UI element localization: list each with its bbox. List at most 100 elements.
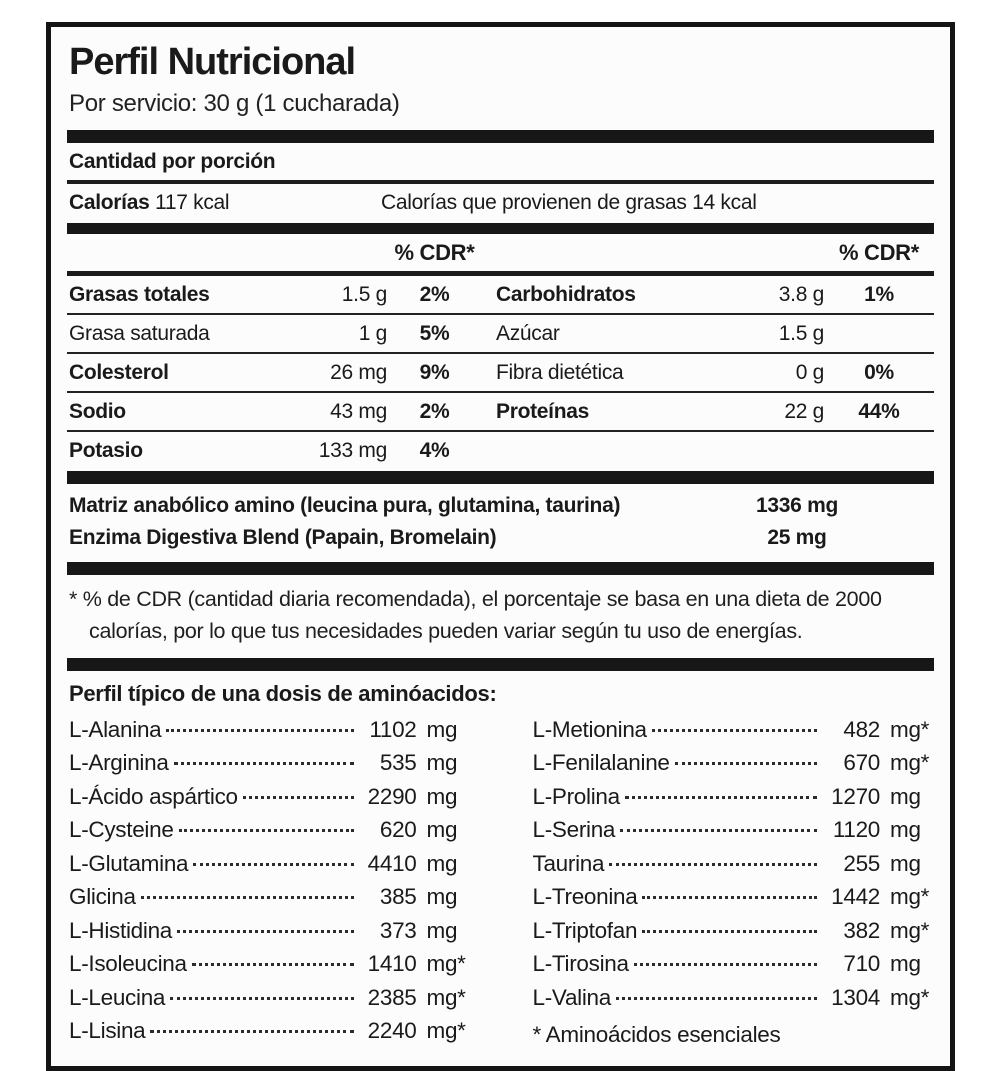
amino-name: L-Treonina xyxy=(532,884,638,909)
amino-name: Taurina xyxy=(532,850,605,876)
list-item: L-Treonina 1442 mg* xyxy=(533,884,933,918)
list-item: L-Arginina 535 mg xyxy=(69,750,469,784)
nutrient-pct: 2% xyxy=(419,400,450,423)
nutrient-cell-group: Colesterol 26 mg 9% xyxy=(67,361,482,385)
amino-value: 1102 xyxy=(369,716,417,742)
amino-value: 1410 xyxy=(367,951,417,976)
list-item: L-Leucina 2385 mg* xyxy=(69,985,469,1019)
amino-value: 1442 xyxy=(831,884,880,909)
list-item: L-Valina 1304 mg* xyxy=(533,985,933,1019)
nutrient-amount: 1.5 g xyxy=(341,283,388,306)
amino-name: L-Cysteine xyxy=(69,817,174,842)
amino-value: 2385 xyxy=(367,984,417,1010)
nutrient-cell-group: Sodio 43 mg 2% xyxy=(67,400,482,424)
list-item: L-Isoleucina 1410 mg* xyxy=(69,951,469,985)
dotted-leader xyxy=(651,728,817,732)
nutrient-cell-group: Proteínas 22 g 44% xyxy=(494,400,934,424)
amino-value: 670 xyxy=(843,750,880,775)
blend-value: 25 mg xyxy=(767,526,827,549)
dotted-leader xyxy=(609,862,817,866)
amino-unit: mg xyxy=(426,850,458,876)
amino-name: L-Lisina xyxy=(69,1018,146,1043)
amino-name: L-Valina xyxy=(532,984,612,1010)
amino-unit: mg xyxy=(890,951,921,976)
dotted-leader xyxy=(642,896,817,899)
nutrient-cell-group: Potasio 133 mg 4% xyxy=(67,439,482,463)
amino-name: L-Alanina xyxy=(69,716,162,742)
page-title: Perfil Nutricional xyxy=(69,41,356,83)
nutrient-pct: 0% xyxy=(864,361,894,384)
divider-bar xyxy=(67,471,934,484)
table-row: Sodio 43 mg 2% Proteínas 22 g 44% xyxy=(67,393,934,432)
nutrient-pct: 2% xyxy=(419,283,450,306)
divider-bar xyxy=(67,223,934,234)
calories-row: Calorías 117 kcal Calorías que provienen… xyxy=(67,184,934,223)
amino-name: L-Triptofan xyxy=(532,917,638,943)
dotted-leader xyxy=(624,795,817,799)
blend-row: Enzima Digestiva Blend (Papain, Bromelai… xyxy=(67,522,934,554)
list-item: L-Alanina 1102 mg xyxy=(69,717,469,751)
list-item: L-Fenilalanine 670 mg* xyxy=(533,750,933,784)
nutrient-name: Fibra dietética xyxy=(496,361,624,384)
cdr-footnote: * % de CDR (cantidad diaria recomendada)… xyxy=(69,587,882,644)
amino-unit: mg* xyxy=(890,884,930,909)
calories-label: Calorías xyxy=(69,191,150,214)
nutrient-cell-group: Azúcar 1.5 g xyxy=(494,322,934,346)
nutrient-cell-group: Grasa saturada 1 g 5% xyxy=(67,322,482,346)
amino-value: 535 xyxy=(379,750,417,775)
nutrient-cell-group: Carbohidratos 3.8 g 1% xyxy=(494,283,934,307)
amino-column-right: L-Metionina 482 mg* L-Fenilalanine 670 mg* L… xyxy=(533,717,933,1052)
dotted-leader xyxy=(166,728,354,732)
dotted-leader xyxy=(150,1030,354,1033)
amino-value: 2290 xyxy=(367,783,417,809)
cdr-header-right: % CDR* xyxy=(838,240,920,265)
dotted-leader xyxy=(170,996,354,1000)
dotted-leader xyxy=(615,996,817,1000)
amino-name: L-Glutamina xyxy=(69,850,189,876)
amino-name: L-Serina xyxy=(532,817,616,842)
divider-bar xyxy=(67,657,934,671)
amino-value: 482 xyxy=(843,716,880,742)
serving-size-text: Por servicio: 30 g (1 cucharada) xyxy=(69,90,400,117)
amino-value: 620 xyxy=(379,817,417,842)
amino-value: 385 xyxy=(379,884,417,909)
divider-rule xyxy=(67,180,934,184)
nutrient-cell-group: Grasas totales 1.5 g 2% xyxy=(67,283,482,307)
table-row: Colesterol 26 mg 9% Fibra dietética 0 g … xyxy=(67,354,934,393)
dotted-leader xyxy=(242,795,354,799)
amino-column-left: L-Alanina 1102 mg L-Arginina 535 mg L-Ácido … xyxy=(69,717,469,1052)
amino-value: 1120 xyxy=(832,817,880,842)
amino-name: L-Arginina xyxy=(69,750,169,775)
nutrient-pct: 5% xyxy=(419,322,450,345)
list-item: L-Ácido aspártico 2290 mg xyxy=(69,784,469,818)
nutrient-pct: 44% xyxy=(858,400,900,423)
nutrient-pct: 4% xyxy=(419,439,450,462)
list-item: L-Triptofan 382 mg* xyxy=(533,918,933,952)
list-item: L-Lisina 2240 mg* xyxy=(69,1018,469,1052)
dotted-leader xyxy=(177,929,354,933)
nutrient-name: Potasio xyxy=(69,439,143,462)
nutrient-amount: 3.8 g xyxy=(778,283,825,306)
amino-unit: mg xyxy=(426,750,458,775)
nutrient-amount: 1.5 g xyxy=(778,322,825,345)
amino-unit: mg xyxy=(426,817,458,842)
list-item: L-Prolina 1270 mg xyxy=(533,784,933,818)
amino-name: L-Metionina xyxy=(532,716,648,742)
amino-unit: mg* xyxy=(426,984,466,1010)
dotted-leader xyxy=(178,829,354,832)
dotted-leader xyxy=(140,896,354,899)
list-item: L-Histidina 373 mg xyxy=(69,918,469,952)
amino-name: L-Histidina xyxy=(69,917,172,943)
amount-per-serving-label: Cantidad por porción xyxy=(69,150,276,173)
list-item: L-Cysteine 620 mg xyxy=(69,817,469,851)
blend-name: Matriz anabólico amino (leucina pura, gl… xyxy=(69,494,621,517)
calories-value: Calorías 117 kcal xyxy=(69,191,381,215)
nutrient-cell-group: Fibra dietética 0 g 0% xyxy=(494,361,934,385)
blend-value: 1336 mg xyxy=(756,494,838,517)
amino-value: 2240 xyxy=(367,1018,417,1043)
list-item: Glicina 385 mg xyxy=(69,884,469,918)
list-item: Taurina 255 mg xyxy=(533,851,933,885)
nutrient-amount: 0 g xyxy=(795,361,825,384)
nutrient-name: Proteínas xyxy=(496,400,589,423)
dotted-leader xyxy=(620,829,817,832)
